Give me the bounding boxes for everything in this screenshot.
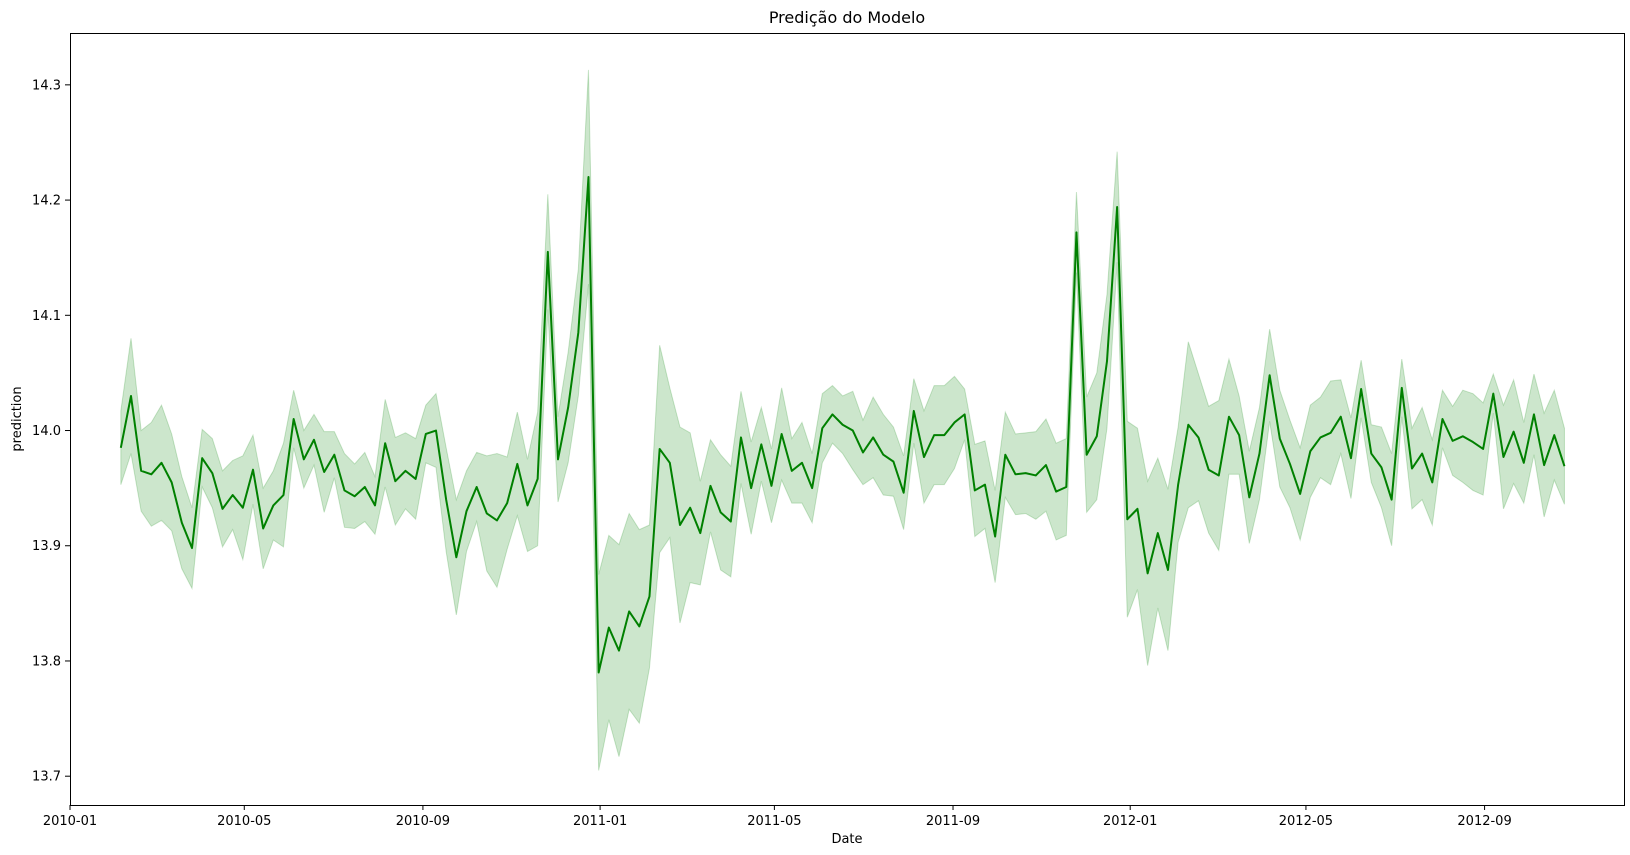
y-axis-label: prediction [10,386,25,451]
x-tick-label: 2010-01 [43,814,97,829]
prediction-line [119,176,1566,674]
x-tick-label: 2010-05 [217,814,271,829]
x-tick-label: 2012-09 [1457,814,1511,829]
series-line-layer [119,176,1566,674]
y-tick-label: 14.0 [32,424,61,439]
y-tick-label: 14.1 [32,309,61,324]
x-tick-label: 2010-09 [396,814,450,829]
confidence-band-layer [120,69,1565,771]
x-tick-label: 2012-01 [1103,814,1157,829]
x-tick-label: 2011-05 [747,814,801,829]
y-tick-label: 14.2 [32,194,61,209]
y-tick-label: 13.8 [32,654,61,669]
x-tick-label: 2011-09 [926,814,980,829]
y-tick-label: 13.9 [32,539,61,554]
x-axis: 2010-01 2010-05 2010-09 2011-01 2011-05 2011-… [43,805,1512,829]
y-axis: 13.7 13.8 13.9 14.0 14.1 14.2 14.3 [32,78,70,785]
confidence-band [120,69,1565,771]
y-tick-label: 13.7 [32,770,61,785]
y-tick-label: 14.3 [32,78,61,93]
x-axis-label: Date [831,832,862,847]
x-tick-label: 2012-05 [1279,814,1333,829]
chart-title: Predição do Modelo [769,8,925,27]
plot-frame [70,33,1625,806]
x-tick-label: 2011-01 [573,814,627,829]
